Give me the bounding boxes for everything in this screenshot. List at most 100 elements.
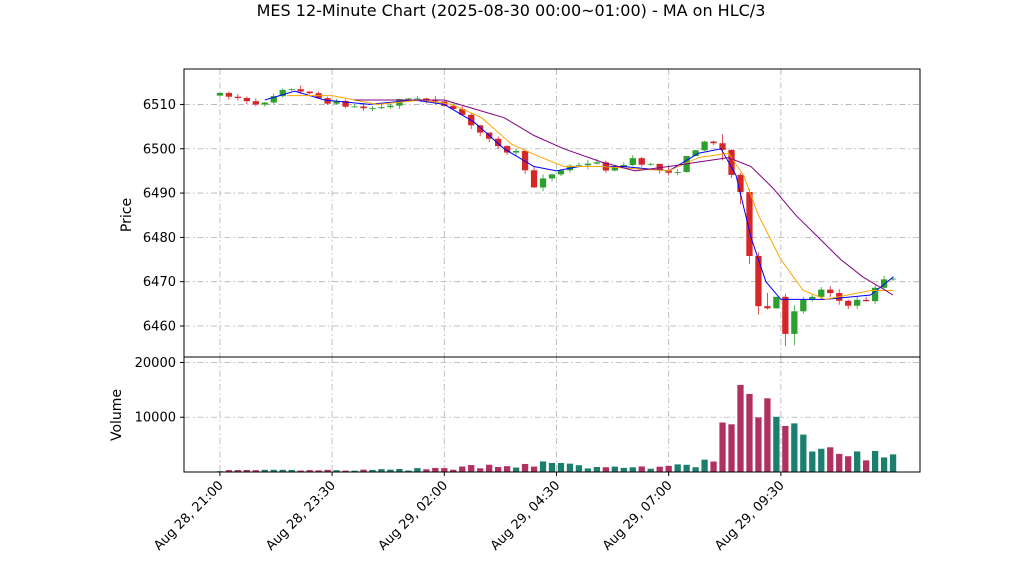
ma-fast-line (264, 90, 894, 300)
candle-body (387, 105, 394, 108)
volume-bar (737, 384, 744, 472)
ma-mid-line (287, 95, 894, 300)
volume-bar (728, 424, 735, 472)
price-tick-label: 6490 (143, 187, 176, 202)
volume-bar (288, 469, 295, 472)
volume-bar (423, 469, 430, 472)
price-axis-label: Price (119, 198, 135, 232)
candle-body (674, 172, 681, 173)
candle-body (593, 162, 601, 164)
candle-body (521, 150, 529, 171)
volume-bar (468, 465, 475, 472)
candle-body (333, 100, 340, 104)
volume-bar (638, 466, 645, 472)
candle-body (234, 96, 241, 98)
volume-panel: 10000 20000 Volume (109, 356, 921, 473)
candle-body (225, 92, 233, 97)
volume-bar (674, 464, 681, 472)
candle-body (450, 105, 457, 110)
x-tick-label: Aug 28, 21:00 (151, 478, 227, 554)
volume-bar (566, 463, 574, 472)
price-tick-label: 6480 (143, 231, 176, 246)
candle-body (728, 149, 735, 175)
volume-bar (557, 462, 565, 472)
candle-body (270, 96, 277, 103)
volume-grid (184, 357, 920, 472)
candle-body (288, 89, 295, 90)
ma-slow-line (354, 99, 894, 296)
volume-bar (486, 464, 493, 472)
candle-body (378, 107, 385, 109)
volume-bar (665, 465, 672, 472)
volume-bar (252, 470, 259, 472)
volume-bar (602, 467, 609, 472)
volume-bar (871, 450, 879, 472)
volume-bar (863, 460, 870, 472)
volume-bar (647, 468, 654, 472)
volume-bar (521, 463, 529, 472)
x-tick-label: Aug 29, 02:00 (376, 478, 452, 554)
volume-bar (441, 468, 448, 472)
candle-body (827, 289, 834, 294)
candle-body (809, 296, 816, 300)
candle-body (279, 89, 286, 97)
candle-body (854, 299, 861, 306)
candle-body (629, 158, 636, 166)
volume-bar (378, 469, 385, 472)
volume-bar (719, 422, 726, 472)
volume-bar (611, 466, 618, 472)
candle-body (710, 141, 717, 144)
volume-bar (548, 462, 556, 472)
candle-body (548, 174, 556, 179)
volume-bar (369, 469, 376, 472)
volume-bar (261, 469, 268, 472)
candle-body (243, 97, 250, 102)
candle-body (889, 278, 897, 280)
candle-body (297, 89, 304, 92)
price-y-axis: 6460 6470 6480 6490 6500 6510 (143, 98, 184, 334)
volume-bar (800, 434, 807, 472)
volume-bar (414, 468, 421, 472)
volume-bar (405, 470, 412, 472)
candle-body (746, 191, 753, 256)
volume-bar (701, 459, 708, 472)
candle-body (800, 299, 807, 312)
candle-body (512, 150, 520, 153)
volume-bar (782, 425, 789, 472)
volume-bar (836, 453, 843, 472)
candle-body (252, 101, 259, 105)
x-axis: Aug 28, 21:00 Aug 28, 23:30 Aug 29, 02:00 A… (151, 472, 788, 554)
candle-body (342, 100, 349, 107)
volume-bar (243, 469, 250, 472)
candle-body (584, 163, 592, 166)
volume-bar (683, 464, 690, 472)
volume-bar (656, 466, 663, 472)
price-tick-label: 6510 (143, 98, 176, 113)
candle-body (539, 178, 547, 188)
candle-body (719, 143, 726, 150)
price-panel-frame (183, 68, 921, 358)
price-tick-label: 6470 (143, 275, 176, 290)
volume-panel-frame (183, 356, 921, 473)
volume-bars (216, 384, 897, 472)
volume-bar (827, 447, 834, 472)
candle-body (880, 279, 888, 288)
volume-bar (459, 466, 466, 472)
candle-body (414, 98, 421, 100)
volume-bar (746, 393, 753, 472)
candle-body (737, 174, 744, 192)
candle-body (692, 150, 699, 157)
x-tick-label: Aug 29, 04:30 (488, 478, 564, 554)
candle-body (764, 306, 771, 309)
volume-axis-label: Volume (109, 389, 125, 441)
x-tick-label: Aug 29, 09:30 (712, 478, 788, 554)
volume-bar (333, 470, 340, 472)
volume-bar (342, 470, 349, 472)
volume-bar (845, 456, 852, 472)
candle-body (782, 296, 789, 334)
volume-bar (512, 467, 520, 472)
volume-bar (710, 461, 717, 472)
volume-bar (503, 466, 511, 472)
candle-body (423, 98, 430, 100)
